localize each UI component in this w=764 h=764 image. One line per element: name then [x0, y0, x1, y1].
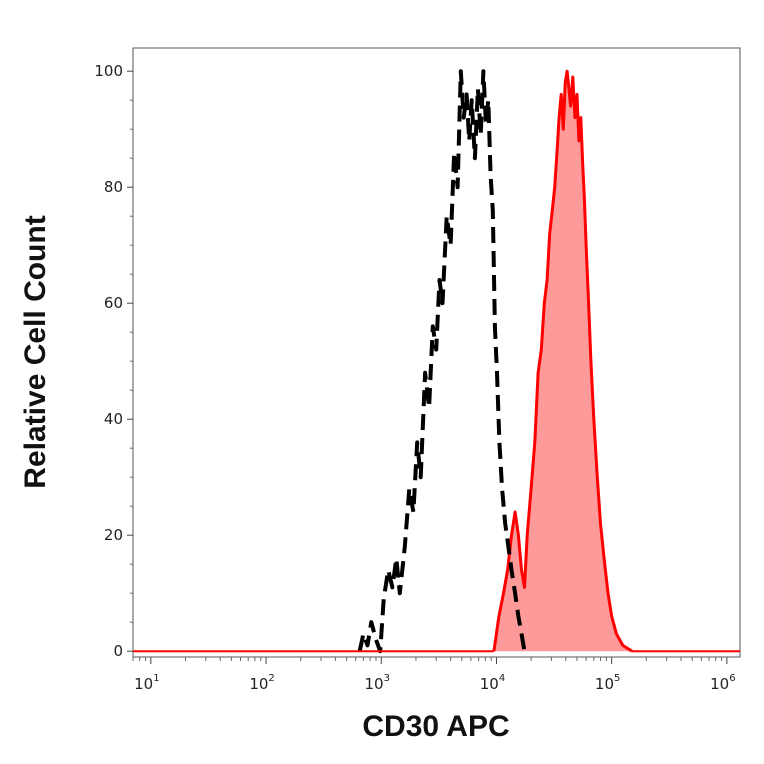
- series-layer: [133, 69, 740, 654]
- plot-frame: [132, 47, 741, 658]
- y-tick-label: 0: [113, 642, 123, 660]
- x-tick-label: 103: [365, 673, 390, 693]
- x-tick-label: 105: [595, 673, 620, 693]
- y-tick-label: 100: [94, 62, 123, 80]
- plot-area: [132, 47, 741, 658]
- y-tick-label: 60: [104, 294, 123, 312]
- series-line-solid: [492, 69, 633, 653]
- x-tick-label: 106: [710, 673, 735, 693]
- y-tick-label: 40: [104, 410, 123, 428]
- axes-layer: 0 20 40 60 80 100 101 102 103 104 105 106: [94, 62, 735, 693]
- y-axis-title: Relative Cell Count: [19, 215, 52, 488]
- x-tick-label: 102: [249, 673, 274, 693]
- series-area-fill: [493, 71, 632, 652]
- x-tick-label: 101: [134, 673, 159, 693]
- y-tick-label: 80: [104, 178, 123, 196]
- series-line-dashed: [357, 69, 527, 654]
- x-tick-label: 104: [480, 673, 505, 693]
- x-axis-title: CD30 APC: [362, 710, 509, 743]
- y-tick-label: 20: [104, 526, 123, 544]
